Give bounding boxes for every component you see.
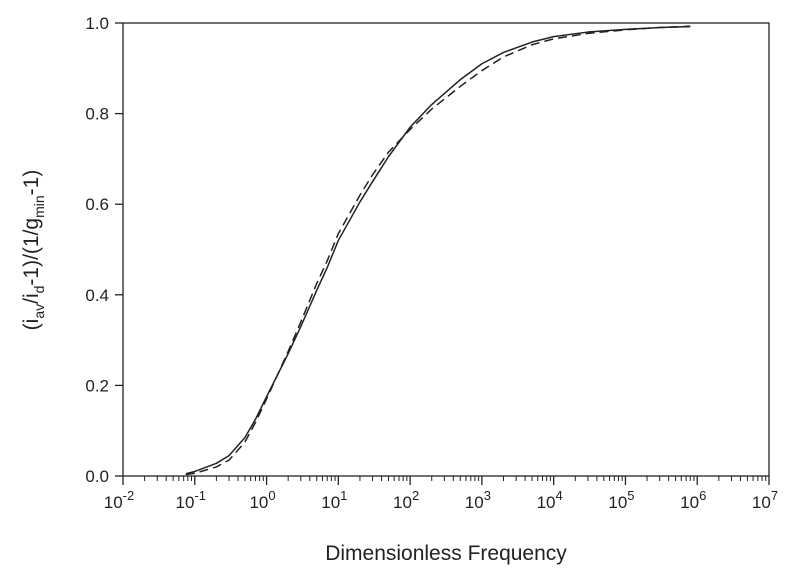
x-tick-label: 101 <box>321 488 347 512</box>
x-tick-label: 102 <box>393 488 419 512</box>
y-tick-label: 0.0 <box>85 467 109 486</box>
y-tick-label: 1.0 <box>85 14 109 33</box>
y-tick-label: 0.4 <box>85 286 109 305</box>
x-tick-label: 10-2 <box>104 488 134 512</box>
y-tick-label: 0.2 <box>85 376 109 395</box>
x-tick-label: 106 <box>680 488 706 512</box>
series-layer <box>185 25 691 476</box>
x-tick-label: 107 <box>752 488 778 512</box>
x-axis-title: Dimensionless Frequency <box>325 542 567 565</box>
x-tick-label: 100 <box>249 488 275 512</box>
x-tick-label: 103 <box>465 488 491 512</box>
x-tick-label: 105 <box>608 488 634 512</box>
series-line-dashed <box>185 25 691 476</box>
x-axis: 10-2 10-1 100 101 102 103 104 105 106 107 <box>104 476 778 512</box>
x-tick-label: 10-1 <box>176 488 206 512</box>
y-axis-title: (iav/id-1)/(1/gmin-1) <box>20 170 47 331</box>
y-tick-label: 0.8 <box>85 105 109 124</box>
y-tick-label: 0.6 <box>85 195 109 214</box>
y-axis: 0.0 0.2 0.4 0.6 0.8 1.0 <box>85 14 123 486</box>
x-tick-label: 104 <box>537 488 563 512</box>
plot-frame <box>122 22 770 477</box>
series-line-solid <box>185 25 691 475</box>
